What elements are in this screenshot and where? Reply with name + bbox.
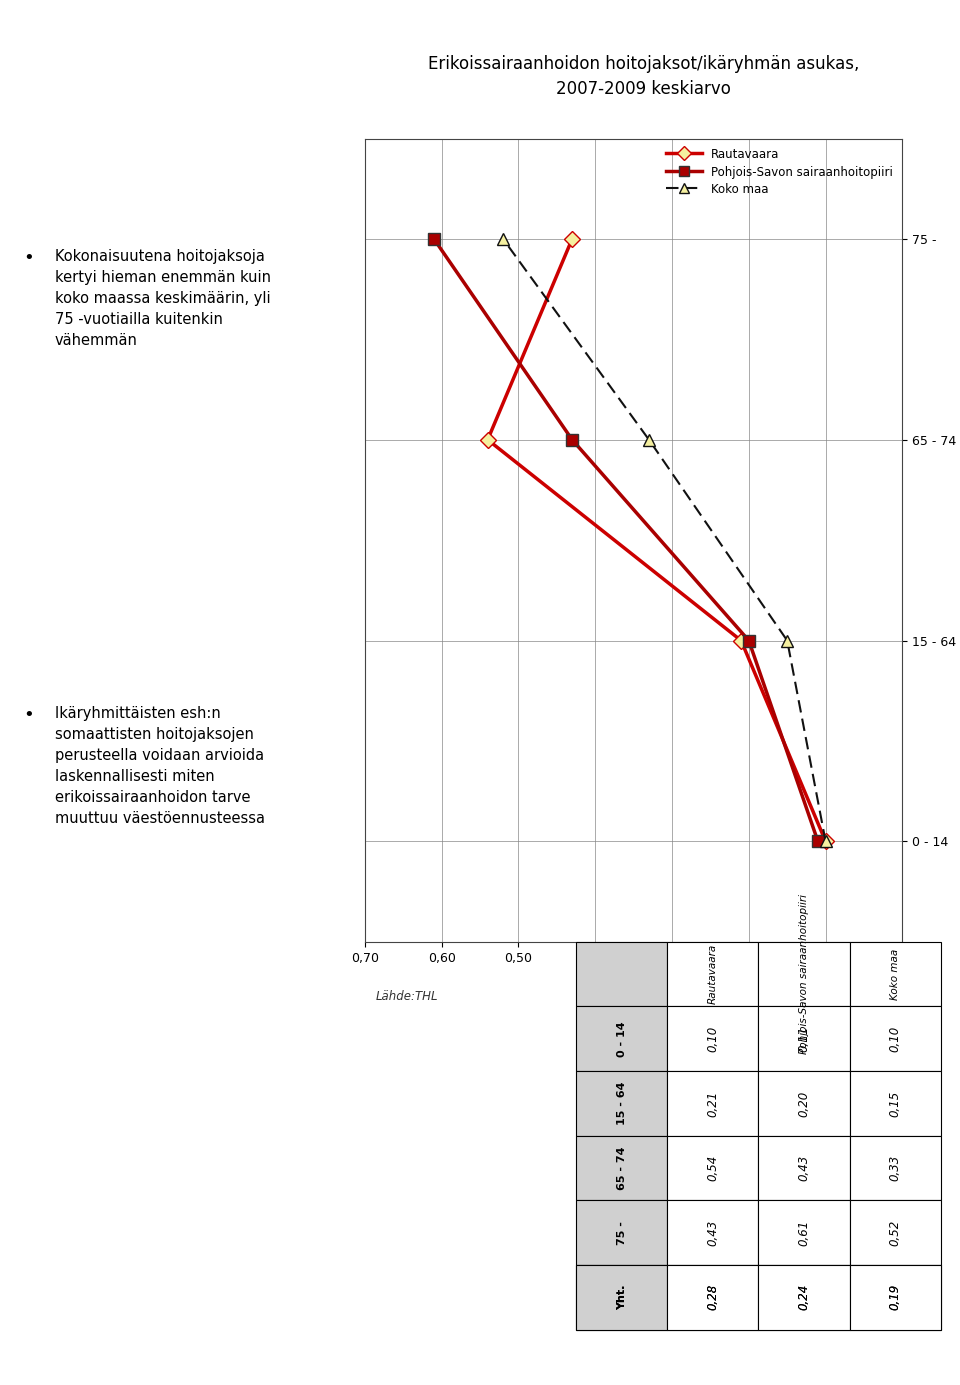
Text: 0,24: 0,24 [798, 1284, 810, 1310]
Bar [850, 942, 941, 1007]
Bar [850, 1265, 941, 1330]
Text: 0,20: 0,20 [798, 1090, 810, 1116]
Bar [667, 1136, 758, 1201]
Bar [576, 1071, 667, 1136]
Text: 0,15: 0,15 [889, 1090, 901, 1116]
Bar [758, 1265, 850, 1330]
Text: 0,19: 0,19 [889, 1284, 901, 1310]
Text: Rautavaara: Rautavaara [708, 945, 718, 1004]
Text: 0,52: 0,52 [889, 1220, 901, 1245]
Text: Yht.: Yht. [616, 1285, 627, 1310]
Text: 0,28: 0,28 [707, 1284, 719, 1310]
Text: •: • [23, 706, 35, 724]
Text: 0,11: 0,11 [798, 1026, 810, 1051]
Text: Kokonaisuutena hoitojaksoja
kertyi hieman enemmän kuin
koko maassa keskimäärin, : Kokonaisuutena hoitojaksoja kertyi hiema… [55, 249, 271, 348]
Bar [850, 1071, 941, 1136]
Bar [667, 942, 758, 1007]
Text: 75 -: 75 - [616, 1220, 627, 1245]
Bar [576, 1007, 667, 1071]
Text: 65 - 74: 65 - 74 [616, 1147, 627, 1190]
Text: 0,33: 0,33 [889, 1155, 901, 1181]
Bar [576, 1265, 667, 1330]
Bar [667, 1265, 758, 1330]
Text: 0,43: 0,43 [707, 1220, 719, 1245]
Legend: Rautavaara, Pohjois-Savon sairaanhoitopiiri, Koko maa: Rautavaara, Pohjois-Savon sairaanhoitopi… [662, 144, 897, 199]
Bar [850, 1007, 941, 1071]
Text: Lähde:THL: Lähde:THL [375, 990, 438, 1003]
Text: 0,61: 0,61 [798, 1220, 810, 1245]
Bar [850, 1136, 941, 1201]
Text: 15 - 64: 15 - 64 [616, 1082, 627, 1125]
Bar [758, 1007, 850, 1071]
Text: •: • [23, 249, 35, 267]
Text: Pohjois-Savon sairaanhoitopiiri: Pohjois-Savon sairaanhoitopiiri [799, 895, 809, 1054]
Bar [667, 1201, 758, 1265]
Bar [576, 1201, 667, 1265]
Text: 0,10: 0,10 [707, 1026, 719, 1051]
Bar [667, 1007, 758, 1071]
Text: 0,28: 0,28 [707, 1284, 719, 1310]
Text: Koko maa: Koko maa [890, 949, 900, 1000]
Text: Yht.: Yht. [616, 1285, 627, 1310]
Text: 0,43: 0,43 [798, 1155, 810, 1181]
Bar [850, 1265, 941, 1330]
Text: 0,24: 0,24 [798, 1284, 810, 1310]
Text: Ikäryhmittäisten esh:n
somaattisten hoitojaksojen
perusteella voidaan arvioida
l: Ikäryhmittäisten esh:n somaattisten hoit… [55, 706, 265, 827]
Bar [758, 942, 850, 1007]
Bar [576, 1136, 667, 1201]
Bar [758, 1071, 850, 1136]
Bar [758, 1265, 850, 1330]
Bar [576, 942, 667, 1007]
Bar [758, 1136, 850, 1201]
Bar [667, 1265, 758, 1330]
Bar [576, 1265, 667, 1330]
Bar [758, 1201, 850, 1265]
Text: 0,19: 0,19 [889, 1284, 901, 1310]
Bar [850, 1201, 941, 1265]
Bar [667, 1071, 758, 1136]
Text: 0,21: 0,21 [707, 1090, 719, 1116]
Text: 0,10: 0,10 [889, 1026, 901, 1051]
Text: Erikoissairaanhoidon hoitojaksot/ikäryhmän asukas,
2007-2009 keskiarvo: Erikoissairaanhoidon hoitojaksot/ikäryhm… [427, 54, 859, 98]
Text: 0 - 14: 0 - 14 [616, 1021, 627, 1057]
Text: 0,54: 0,54 [707, 1155, 719, 1181]
